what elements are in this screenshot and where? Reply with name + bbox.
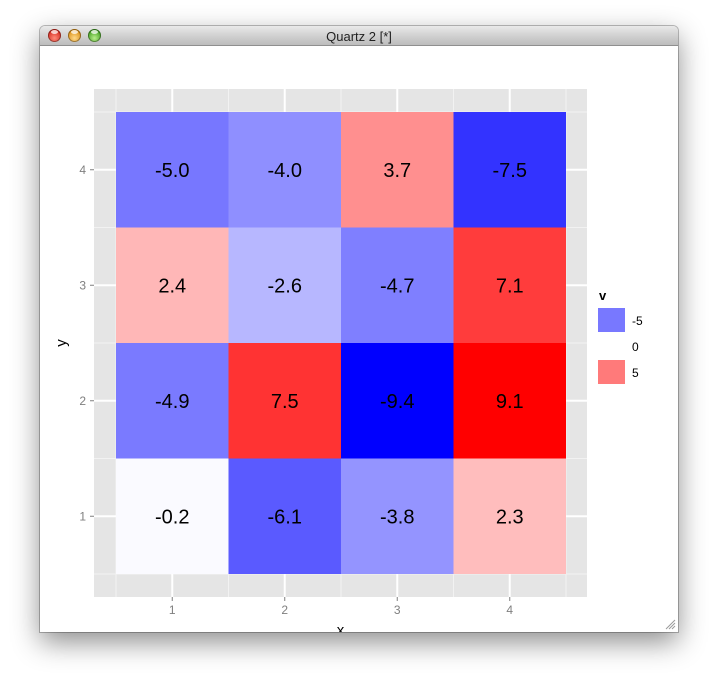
cell-value-label: -0.2 <box>155 506 189 528</box>
heatmap-cell <box>228 343 341 459</box>
y-axis-label: y <box>53 339 70 347</box>
y-tick-label: 4 <box>79 163 86 177</box>
heatmap-cell <box>453 112 566 228</box>
cell-value-label: -5.0 <box>155 160 189 182</box>
heatmap-cell <box>116 112 229 228</box>
legend-label: 5 <box>632 366 639 380</box>
cell-value-label: -4.7 <box>380 275 414 297</box>
legend-key <box>598 308 625 332</box>
cell-value-label: 7.5 <box>271 391 299 413</box>
legend-title: v <box>599 288 607 303</box>
cell-value-label: -9.4 <box>380 391 414 413</box>
legend-key <box>598 360 625 384</box>
y-tick-label: 3 <box>79 278 86 292</box>
heatmap-cell <box>228 227 341 343</box>
cell-value-label: -7.5 <box>493 160 527 182</box>
y-tick-label: 1 <box>79 509 86 523</box>
legend: v -5 0 5 <box>598 288 643 384</box>
legend-key <box>598 334 625 358</box>
heatmap-cell <box>228 112 341 228</box>
x-tick-label: 1 <box>169 603 176 617</box>
cell-value-label: -4.9 <box>155 391 189 413</box>
axes: 1 2 3 4 1 2 3 4 <box>79 163 513 617</box>
cell-value-label: 3.7 <box>383 160 411 182</box>
cell-value-label: -6.1 <box>268 506 302 528</box>
cell-value-label: -4.0 <box>268 160 302 182</box>
close-button[interactable] <box>48 29 61 42</box>
heatmap-cell <box>341 458 454 574</box>
heatmap-cell <box>116 458 229 574</box>
resize-grip-icon[interactable] <box>665 619 676 630</box>
heatmap-plot: -5.0 -4.0 3.7 -7.5 2.4 -2.6 -4.7 7.1 -4.9 7.5 -9.4… <box>53 89 643 632</box>
heatmap-cell <box>116 227 229 343</box>
x-tick-label: 4 <box>506 603 513 617</box>
legend-label: 0 <box>632 340 639 354</box>
minimize-button[interactable] <box>68 29 81 42</box>
heatmap-cells: -5.0 -4.0 3.7 -7.5 2.4 -2.6 -4.7 7.1 -4.9 7.5 -9.4… <box>116 112 566 574</box>
y-tick-label: 2 <box>79 394 86 408</box>
heatmap-cell <box>341 112 454 228</box>
cell-value-label: -3.8 <box>380 506 414 528</box>
cell-value-label: 2.3 <box>496 506 524 528</box>
heatmap-cell <box>341 343 454 459</box>
window-title: Quartz 2 [*] <box>326 29 392 44</box>
window-titlebar[interactable]: Quartz 2 [*] <box>40 26 678 46</box>
zoom-button[interactable] <box>88 29 101 42</box>
x-axis-label: x <box>337 622 345 632</box>
cell-value-label: 9.1 <box>496 391 524 413</box>
heatmap-cell <box>453 343 566 459</box>
cell-value-label: 7.1 <box>496 275 524 297</box>
x-tick-label: 2 <box>281 603 288 617</box>
heatmap-cell <box>453 227 566 343</box>
x-tick-label: 3 <box>394 603 401 617</box>
heatmap-cell <box>228 458 341 574</box>
heatmap-cell <box>453 458 566 574</box>
heatmap-cell <box>116 343 229 459</box>
cell-value-label: 2.4 <box>158 275 186 297</box>
heatmap-cell <box>341 227 454 343</box>
legend-label: -5 <box>632 314 643 328</box>
quartz-window: Quartz 2 [*] -5.0 -4.0 3.7 -7.5 2.4 -2.6 -4.7 7… <box>40 26 678 632</box>
cell-value-label: -2.6 <box>268 275 302 297</box>
